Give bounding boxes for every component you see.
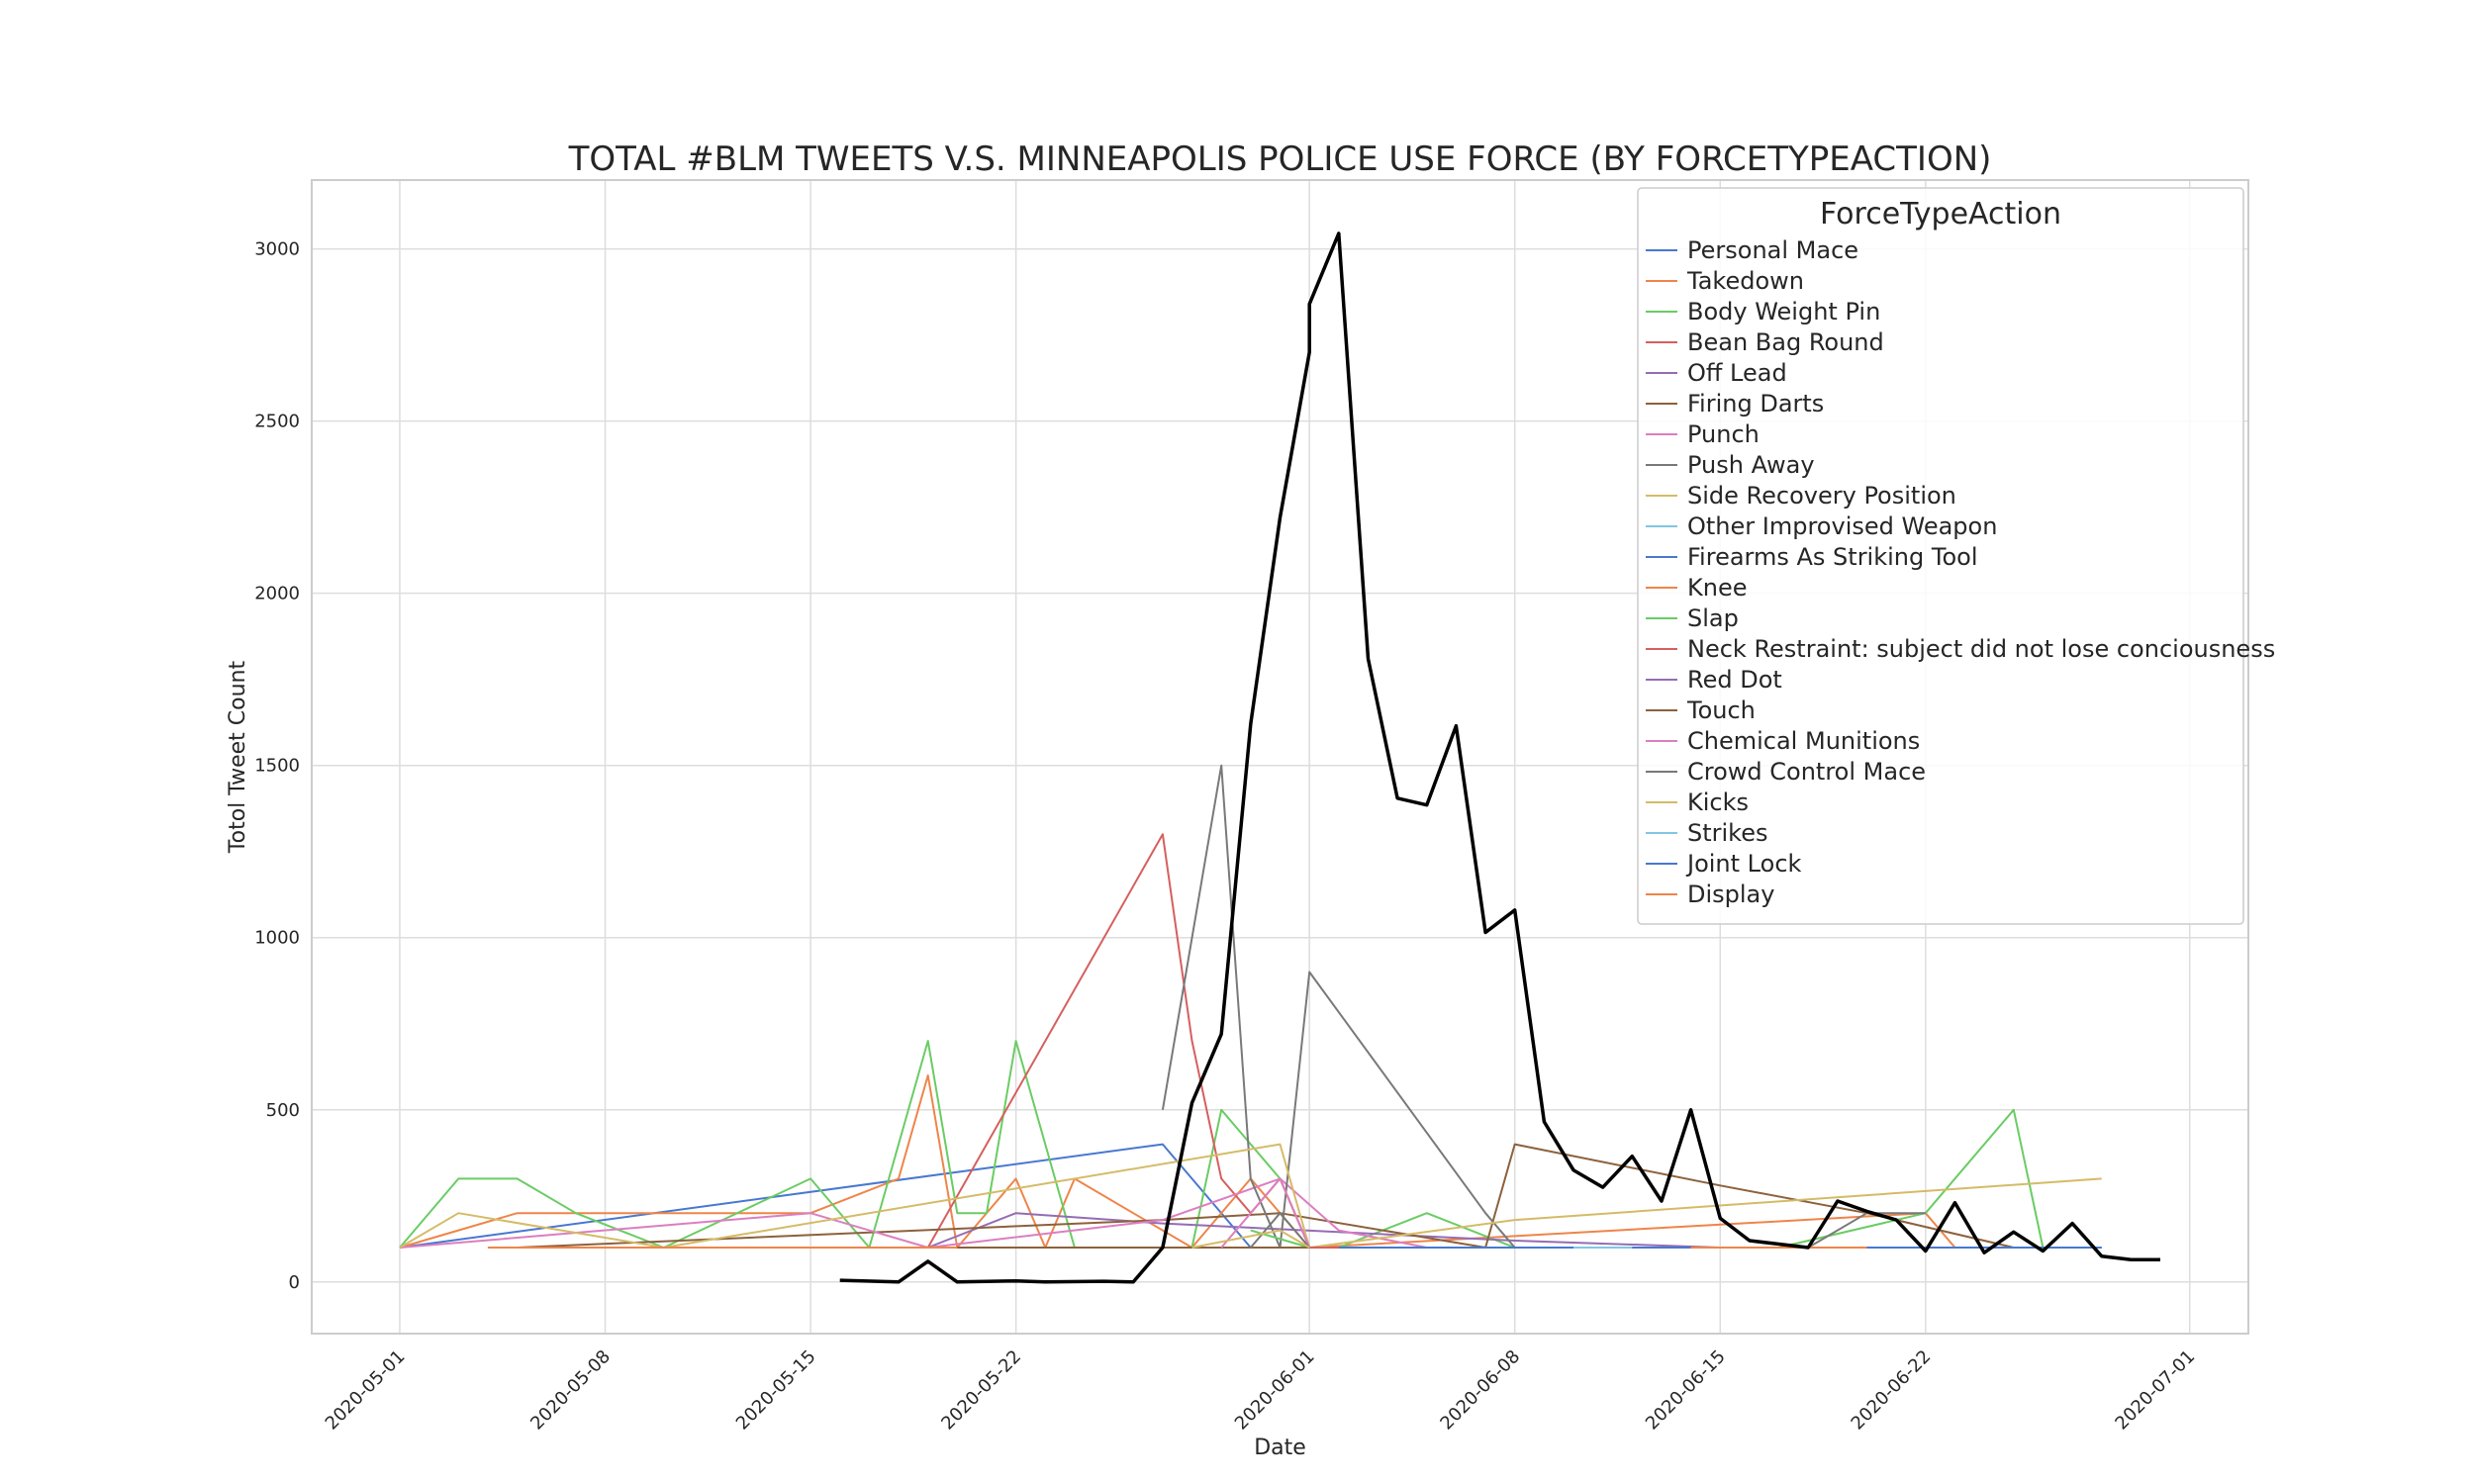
legend-entry-label: Touch: [1686, 696, 1756, 724]
y-axis-ticks: 0 500 1000 1500 2000 2500 3000: [254, 239, 300, 1293]
series-line-6: [399, 1177, 1427, 1249]
y-tick-label: 2500: [254, 412, 300, 432]
series-line-5: [517, 1143, 2015, 1249]
legend-entry-label: Punch: [1687, 420, 1760, 448]
legend-entry-label: Firing Darts: [1687, 390, 1824, 417]
legend-entry-label: Takedown: [1686, 267, 1804, 295]
series-line-17: [1250, 1212, 1310, 1249]
legend-entry-label: Joint Lock: [1685, 850, 1802, 878]
x-tick-label: 2020-06-15: [1642, 1346, 1730, 1435]
series-line-3: [926, 833, 1311, 1249]
y-tick-label: 2000: [254, 584, 300, 604]
x-tick-label: 2020-05-08: [526, 1346, 615, 1435]
legend-entry-label: Side Recovery Position: [1687, 482, 1956, 510]
legend: ForceTypeAction Personal Mace Takedown Bod…: [1637, 187, 2275, 925]
legend-items: Personal Mace Takedown Body Weight Pin Bean…: [1646, 236, 2275, 908]
legend-entry-label: Personal Mace: [1687, 236, 1858, 264]
legend-entry-label: Neck Restraint: subject did not lose con…: [1687, 635, 2275, 663]
legend-entry-label: Kicks: [1687, 788, 1749, 816]
legend-entry-label: Display: [1687, 881, 1774, 908]
y-tick-label: 1500: [254, 756, 300, 777]
legend-entry-label: Push Away: [1687, 451, 1815, 479]
series-line-7: [1161, 764, 1926, 1249]
x-tick-label: 2020-07-01: [2111, 1346, 2199, 1435]
legend-entry-label: Off Lead: [1687, 359, 1787, 387]
legend-entry-label: Firearms As Striking Tool: [1687, 543, 1977, 571]
x-tick-label: 2020-06-08: [1436, 1346, 1524, 1435]
y-tick-label: 500: [266, 1100, 300, 1121]
legend-entry-label: Slap: [1687, 604, 1739, 632]
x-tick-label: 2020-05-22: [937, 1346, 1025, 1435]
x-axis-label: Date: [1254, 1436, 1306, 1460]
legend-entry-label: Knee: [1687, 574, 1747, 602]
x-axis-ticks: 2020-05-01 2020-05-08 2020-05-15 2020-05-22…: [322, 1346, 2200, 1435]
legend-title: ForceTypeAction: [1820, 197, 2061, 232]
y-tick-label: 0: [289, 1272, 300, 1293]
legend-entry-label: Chemical Munitions: [1687, 727, 1920, 755]
series-line-18: [1191, 1229, 1310, 1249]
legend-entry-label: Bean Bag Round: [1687, 328, 1884, 356]
x-tick-label: 2020-05-15: [732, 1346, 820, 1435]
x-tick-label: 2020-05-01: [322, 1346, 410, 1435]
plot-frame: [311, 179, 2249, 1335]
legend-entry-label: Crowd Control Mace: [1687, 758, 1926, 786]
y-tick-label: 3000: [254, 239, 300, 260]
legend-entry-label: Strikes: [1687, 819, 1768, 847]
x-tick-label: 2020-06-01: [1231, 1346, 1319, 1435]
x-tick-label: 2020-06-22: [1848, 1346, 1936, 1435]
legend-box: [1637, 187, 2244, 925]
series-lines: [399, 232, 2160, 1284]
y-axis-label: Totol Tweet Count: [226, 661, 250, 855]
legend-entry-label: Body Weight Pin: [1687, 298, 1880, 325]
y-tick-label: 1000: [254, 928, 300, 949]
legend-entry-label: Red Dot: [1687, 666, 1782, 694]
chart-title: TOTAL #BLM TWEETS V.S. MINNEAPOLIS POLIC…: [568, 139, 1992, 179]
series-line-16: [1220, 1177, 1311, 1249]
series-line-22: [839, 232, 2160, 1284]
legend-entry-label: Other Improvised Weapon: [1687, 512, 1997, 540]
series-line-8: [399, 1143, 2102, 1249]
